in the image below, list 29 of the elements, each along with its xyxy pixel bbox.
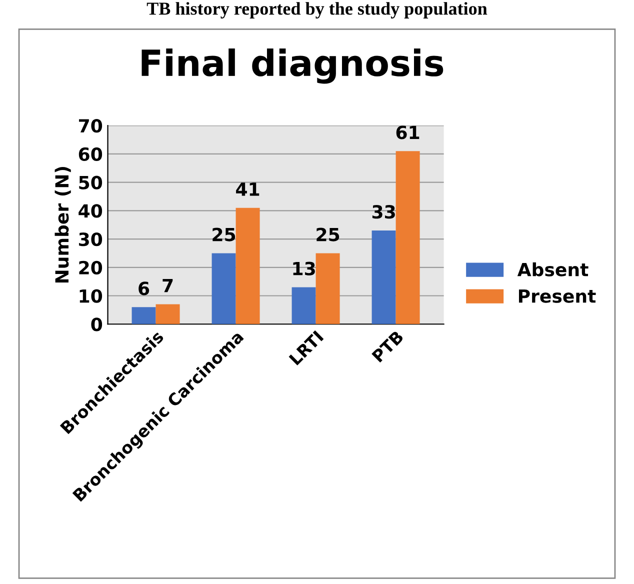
bar	[396, 151, 420, 324]
bar	[236, 208, 260, 324]
data-label: 13	[293, 262, 315, 276]
y-tick-label: 0	[91, 318, 102, 332]
data-label: 25	[316, 228, 340, 242]
y-tick-label: 20	[79, 260, 102, 275]
text: TB history reported by the study population	[146, 2, 488, 18]
y-tick-label: 30	[79, 232, 102, 246]
chart-title: Final diagnosis	[142, 48, 444, 84]
legend-label: Absent	[517, 262, 588, 276]
bar	[156, 304, 180, 324]
data-label: 33	[372, 205, 395, 219]
data-label: 25	[212, 228, 236, 242]
y-tick-label: 50	[79, 176, 102, 190]
y-tick-label: 70	[79, 119, 102, 133]
bar	[292, 287, 316, 324]
legend-label: Present	[518, 289, 596, 303]
bar	[372, 230, 396, 324]
y-tick-label: 10	[80, 289, 102, 303]
bar	[212, 253, 236, 324]
data-label: 7	[162, 279, 173, 292]
bar	[316, 253, 340, 324]
bar	[132, 307, 156, 324]
data-label: 61	[396, 126, 420, 140]
y-axis-title: Number (N)	[54, 167, 71, 283]
y-tick-label: 60	[78, 147, 102, 162]
y-tick-label: 40	[78, 204, 102, 218]
data-label: 41	[236, 182, 260, 196]
data-label: 6	[138, 282, 150, 296]
